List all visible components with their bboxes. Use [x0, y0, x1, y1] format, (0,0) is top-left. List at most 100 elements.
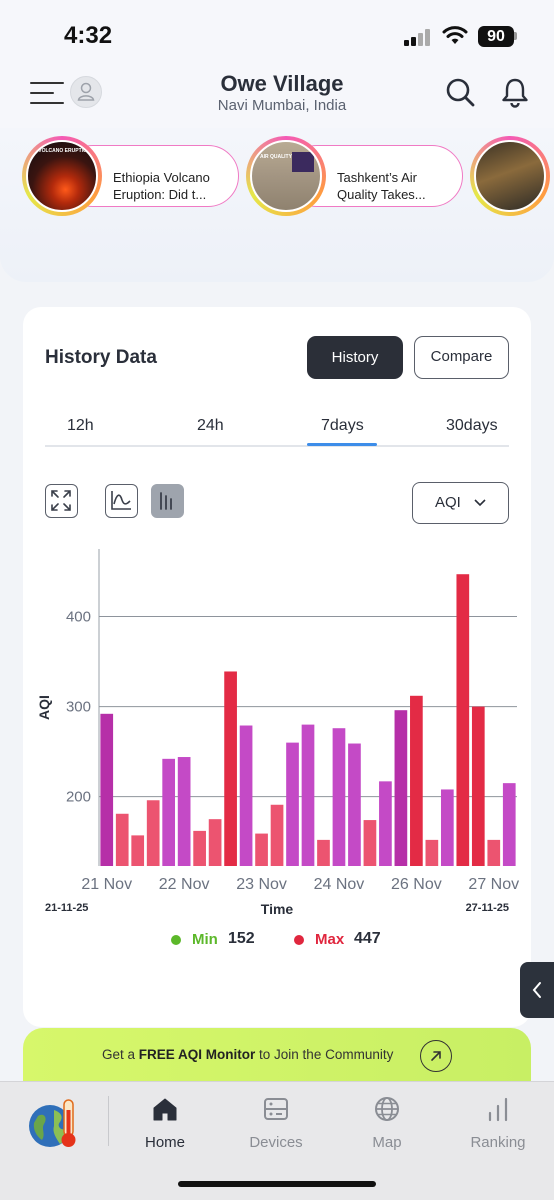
aqi-bar[interactable] [317, 839, 330, 866]
tab-home-label: Home [144, 1134, 185, 1151]
tab-devices[interactable]: Devices [221, 1082, 331, 1162]
aqi-bar[interactable] [115, 813, 129, 866]
x-tick-label: 27 Nov [468, 876, 519, 893]
tab-24h[interactable]: 24h [197, 417, 224, 434]
home-indicator [178, 1181, 376, 1187]
bottom-tab-bar: Home Devices Map Ranking [0, 1081, 554, 1200]
avatar[interactable] [70, 76, 102, 108]
bar-chart-icon [160, 492, 172, 510]
aqi-bar[interactable] [131, 835, 145, 866]
aqi-bar-chart: 200 300 400 AQI 21 Nov 22 Nov 23 Nov 24 Nov 26 N… [36, 549, 519, 917]
aqi-bar[interactable] [224, 671, 237, 866]
story-thumbnail: AIR QUALITY [246, 136, 326, 216]
tab-devices-label: Devices [249, 1134, 303, 1151]
promo-arrow-button[interactable] [420, 1040, 452, 1072]
max-dot-icon [294, 935, 304, 945]
aqi-bar[interactable] [425, 839, 439, 866]
line-chart-button[interactable] [105, 484, 138, 518]
aqi-bar[interactable] [440, 789, 454, 866]
aqi-bar[interactable] [270, 804, 284, 866]
fullscreen-button[interactable] [45, 484, 78, 518]
aqi-bar[interactable] [348, 743, 361, 866]
legend-max-label: Max [315, 931, 345, 948]
tab-map[interactable]: Map [332, 1082, 442, 1162]
tab-home[interactable]: Home [110, 1082, 220, 1162]
x-tick-label: 24 Nov [314, 876, 365, 893]
battery-tip [514, 32, 517, 40]
aqi-bar[interactable] [162, 758, 176, 866]
chart-legend: Min 152 Max 447 [23, 929, 531, 951]
aqi-bar[interactable] [177, 757, 191, 866]
history-title: History Data [45, 347, 157, 368]
tab-indicator [307, 443, 377, 446]
history-button[interactable]: History [307, 336, 403, 379]
legend-min-label: Min [192, 931, 218, 948]
status-bar: 4:32 90 [0, 0, 554, 70]
aqi-bar[interactable] [456, 574, 470, 866]
story-thumbnail [470, 136, 550, 216]
aqi-bar[interactable] [471, 706, 485, 866]
aqi-bar[interactable] [363, 820, 377, 866]
y-axis-label: AQI [36, 695, 52, 720]
side-panel-handle[interactable] [520, 962, 554, 1018]
aqi-bar[interactable] [255, 833, 268, 866]
promo-bold: FREE AQI Monitor [138, 1047, 256, 1062]
story-thumbnail: A VOLCANO ERUPTION [22, 136, 102, 216]
battery-indicator: 90 [478, 26, 514, 47]
tab-7days[interactable]: 7days [321, 417, 364, 434]
search-icon[interactable] [444, 76, 476, 108]
end-date-label: 27-11-25 [466, 902, 509, 914]
tab-ranking[interactable]: Ranking [443, 1082, 553, 1162]
bar-chart-button[interactable] [151, 484, 184, 518]
bell-icon[interactable] [498, 75, 532, 109]
range-tabs: 12h 24h 7days 30days [45, 407, 509, 447]
cellular-signal-icon [404, 28, 434, 46]
location-subtitle: Navi Mumbai, India [217, 97, 347, 114]
globe-icon [375, 1097, 399, 1121]
aqi-bar[interactable] [239, 725, 253, 866]
chevron-left-icon [532, 982, 541, 998]
aqi-bar[interactable] [286, 742, 299, 866]
story-thumb-caption: AIR QUALITY [260, 154, 292, 160]
tab-30days[interactable]: 30days [446, 417, 498, 434]
x-tick-label: 22 Nov [159, 876, 210, 893]
story-card[interactable]: Tashkent’s Air Quality Takes... AIR QUAL… [246, 136, 466, 216]
story-thumb-graphic [292, 152, 314, 172]
aqi-bar[interactable] [100, 713, 114, 866]
tab-map-label: Map [372, 1134, 402, 1151]
aqi-bar[interactable] [301, 724, 315, 866]
aqi-bar[interactable] [394, 710, 408, 866]
story-card[interactable]: Ethiopia Volcano Eruption: Did t... A VO… [22, 136, 242, 216]
legend-min-value: 152 [228, 930, 255, 947]
promo-suffix: to Join the Community [255, 1047, 394, 1062]
home-icon [153, 1098, 177, 1121]
legend-max-value: 447 [354, 930, 381, 947]
tab-12h[interactable]: 12h [67, 417, 94, 434]
aqi-bar[interactable] [332, 728, 346, 866]
location-title[interactable]: Owe Village [220, 71, 344, 96]
wifi-icon [442, 26, 468, 44]
x-tick-label: 21 Nov [81, 876, 132, 893]
y-tick-label: 200 [66, 789, 91, 806]
tab-ranking-label: Ranking [470, 1134, 526, 1151]
story-card[interactable] [470, 136, 554, 216]
y-tick-label: 400 [66, 609, 91, 626]
aqi-bar[interactable] [487, 839, 501, 866]
app-header: Owe Village Navi Mumbai, India [0, 66, 554, 128]
compare-button[interactable]: Compare [414, 336, 509, 379]
globe-thermometer-icon[interactable] [26, 1096, 82, 1152]
device-icon [264, 1098, 288, 1120]
aqi-bar[interactable] [502, 783, 516, 866]
aqi-bar[interactable] [208, 819, 222, 866]
aqi-bar[interactable] [379, 781, 392, 866]
story-title: Tashkent’s Air Quality Takes... [337, 170, 426, 202]
chevron-down-icon [474, 499, 486, 507]
user-icon [77, 82, 95, 101]
menu-icon[interactable] [30, 82, 64, 106]
metric-select[interactable]: AQI [412, 482, 509, 524]
news-stories-carousel[interactable]: Ethiopia Volcano Eruption: Did t... A VO… [0, 128, 554, 282]
aqi-bar[interactable] [146, 800, 160, 866]
expand-icon [51, 490, 71, 511]
aqi-bar[interactable] [410, 695, 423, 866]
aqi-bar[interactable] [193, 830, 206, 866]
